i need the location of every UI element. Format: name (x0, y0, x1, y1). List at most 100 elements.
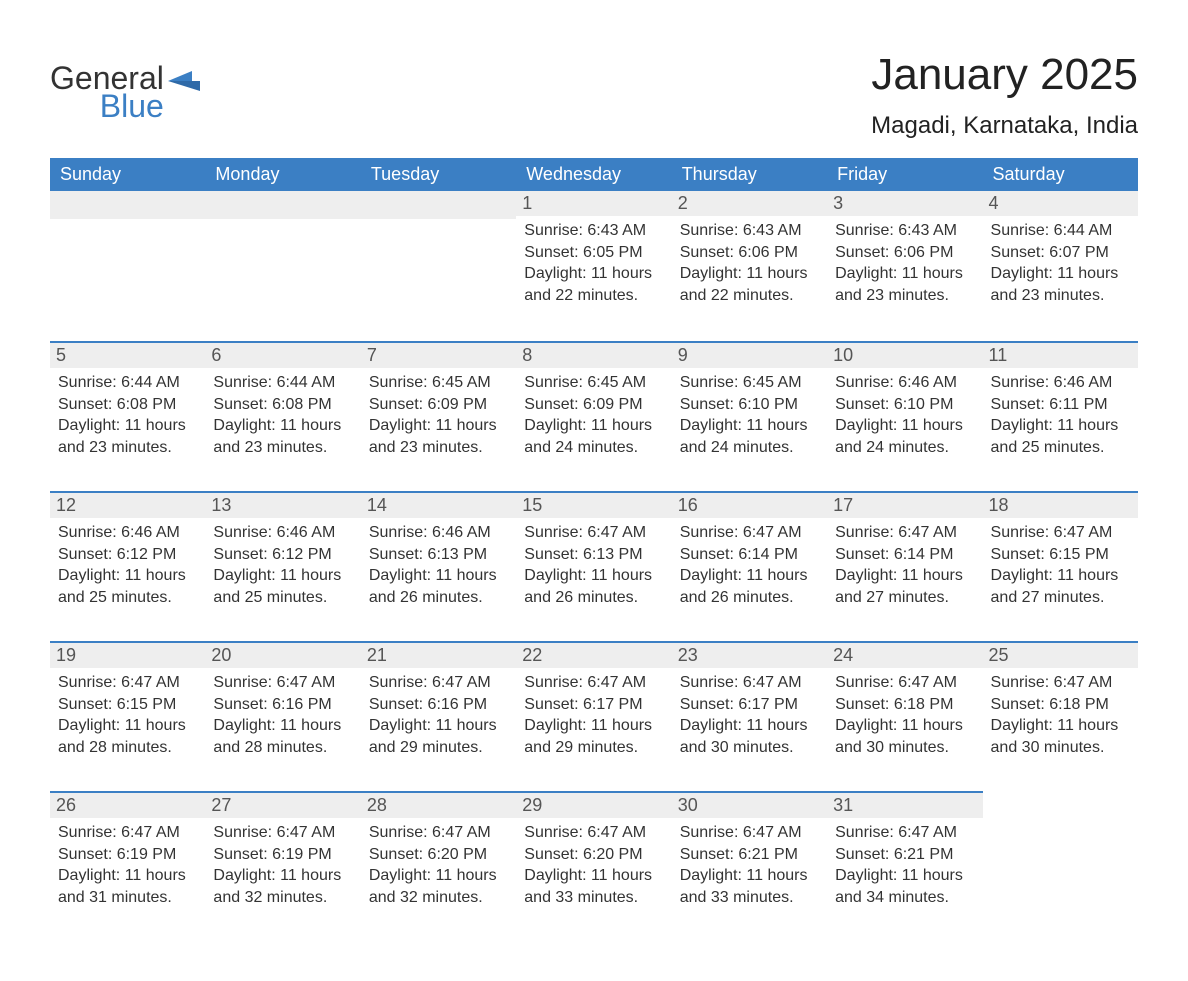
day-number: 9 (672, 341, 827, 368)
day-cell: 28 Sunrise: 6:47 AMSunset: 6:20 PMDayligh… (361, 791, 516, 920)
day-number: 28 (361, 791, 516, 818)
weekday-header: Saturday (983, 158, 1138, 191)
sunrise-text: Sunrise: 6:43 AM (524, 220, 663, 242)
day-info: Sunrise: 6:47 AMSunset: 6:13 PMDaylight:… (522, 522, 665, 608)
day-cell: 20 Sunrise: 6:47 AMSunset: 6:16 PMDayligh… (205, 641, 360, 770)
day-number: 25 (983, 641, 1138, 668)
daylight-text: Daylight: 11 hours and 33 minutes. (680, 865, 819, 908)
day-cell: 7Sunrise: 6:45 AMSunset: 6:09 PMDaylight… (361, 341, 516, 470)
day-info: Sunrise: 6:47 AMSunset: 6:21 PMDaylight:… (833, 822, 976, 908)
sunrise-text: Sunrise: 6:45 AM (680, 372, 819, 394)
day-cell: 5Sunrise: 6:44 AMSunset: 6:08 PMDaylight… (50, 341, 205, 470)
day-number: 20 (205, 641, 360, 668)
daylight-text: Daylight: 11 hours and 27 minutes. (835, 565, 974, 608)
day-number: 26 (50, 791, 205, 818)
location: Magadi, Karnataka, India (871, 112, 1138, 140)
sunrise-text: Sunrise: 6:47 AM (213, 822, 352, 844)
day-cell (50, 191, 205, 235)
page: General Blue January 2025 Magadi, Karnat… (0, 0, 1188, 981)
day-info: Sunrise: 6:45 AMSunset: 6:09 PMDaylight:… (522, 372, 665, 458)
sunrise-text: Sunrise: 6:47 AM (835, 522, 974, 544)
sunset-text: Sunset: 6:14 PM (835, 544, 974, 566)
day-number: 11 (983, 341, 1138, 368)
calendar-cell: 3Sunrise: 6:43 AMSunset: 6:06 PMDaylight… (827, 191, 982, 341)
sunset-text: Sunset: 6:17 PM (680, 694, 819, 716)
day-cell: 14Sunrise: 6:46 AMSunset: 6:13 PMDayligh… (361, 491, 516, 620)
daylight-text: Daylight: 11 hours and 22 minutes. (680, 263, 819, 306)
calendar-cell: 7Sunrise: 6:45 AMSunset: 6:09 PMDaylight… (361, 341, 516, 491)
title-block: January 2025 Magadi, Karnataka, India (871, 50, 1138, 140)
day-cell (205, 191, 360, 235)
month-title: January 2025 (871, 50, 1138, 100)
calendar-body: 1Sunrise: 6:43 AMSunset: 6:05 PMDaylight… (50, 191, 1138, 941)
day-info: Sunrise: 6:46 AMSunset: 6:13 PMDaylight:… (367, 522, 510, 608)
day-number: 1 (516, 191, 671, 216)
sunrise-text: Sunrise: 6:47 AM (524, 822, 663, 844)
sunset-text: Sunset: 6:21 PM (835, 844, 974, 866)
sunrise-text: Sunrise: 6:43 AM (835, 220, 974, 242)
day-number: 2 (672, 191, 827, 216)
sunrise-text: Sunrise: 6:45 AM (524, 372, 663, 394)
day-cell: 12Sunrise: 6:46 AMSunset: 6:12 PMDayligh… (50, 491, 205, 620)
day-info: Sunrise: 6:45 AMSunset: 6:10 PMDaylight:… (678, 372, 821, 458)
day-info: Sunrise: 6:47 AMSunset: 6:14 PMDaylight:… (678, 522, 821, 608)
daylight-text: Daylight: 11 hours and 25 minutes. (58, 565, 197, 608)
day-number: 8 (516, 341, 671, 368)
day-info: Sunrise: 6:47 AMSunset: 6:16 PMDaylight:… (211, 672, 354, 758)
sunset-text: Sunset: 6:14 PM (680, 544, 819, 566)
brand-logo: General Blue (50, 62, 204, 122)
day-cell: 18Sunrise: 6:47 AMSunset: 6:15 PMDayligh… (983, 491, 1138, 620)
day-info: Sunrise: 6:47 AMSunset: 6:15 PMDaylight:… (56, 672, 199, 758)
empty-day (361, 191, 516, 219)
sunrise-text: Sunrise: 6:46 AM (991, 372, 1130, 394)
day-info: Sunrise: 6:47 AMSunset: 6:20 PMDaylight:… (522, 822, 665, 908)
daylight-text: Daylight: 11 hours and 30 minutes. (835, 715, 974, 758)
day-cell: 10Sunrise: 6:46 AMSunset: 6:10 PMDayligh… (827, 341, 982, 470)
day-cell: 9 Sunrise: 6:45 AMSunset: 6:10 PMDaylight… (672, 341, 827, 470)
sunrise-text: Sunrise: 6:44 AM (991, 220, 1130, 242)
day-info: Sunrise: 6:47 AMSunset: 6:16 PMDaylight:… (367, 672, 510, 758)
day-info: Sunrise: 6:47 AMSunset: 6:21 PMDaylight:… (678, 822, 821, 908)
header: General Blue January 2025 Magadi, Karnat… (50, 50, 1138, 140)
sunset-text: Sunset: 6:13 PM (524, 544, 663, 566)
day-info: Sunrise: 6:43 AMSunset: 6:06 PMDaylight:… (833, 220, 976, 306)
calendar-cell: 15 Sunrise: 6:47 AMSunset: 6:13 PMDayligh… (516, 491, 671, 641)
sunset-text: Sunset: 6:12 PM (213, 544, 352, 566)
daylight-text: Daylight: 11 hours and 29 minutes. (369, 715, 508, 758)
day-cell: 11Sunrise: 6:46 AMSunset: 6:11 PMDayligh… (983, 341, 1138, 470)
daylight-text: Daylight: 11 hours and 24 minutes. (680, 415, 819, 458)
sunrise-text: Sunrise: 6:47 AM (369, 672, 508, 694)
daylight-text: Daylight: 11 hours and 34 minutes. (835, 865, 974, 908)
day-cell: 8 Sunrise: 6:45 AMSunset: 6:09 PMDaylight… (516, 341, 671, 470)
sunset-text: Sunset: 6:19 PM (58, 844, 197, 866)
sunset-text: Sunset: 6:07 PM (991, 242, 1130, 264)
day-number: 15 (516, 491, 671, 518)
day-info: Sunrise: 6:47 AMSunset: 6:18 PMDaylight:… (833, 672, 976, 758)
day-cell: 31Sunrise: 6:47 AMSunset: 6:21 PMDayligh… (827, 791, 982, 920)
sunrise-text: Sunrise: 6:47 AM (58, 672, 197, 694)
daylight-text: Daylight: 11 hours and 33 minutes. (524, 865, 663, 908)
day-number: 13 (205, 491, 360, 518)
calendar-cell: 13Sunrise: 6:46 AMSunset: 6:12 PMDayligh… (205, 491, 360, 641)
weekday-header: Monday (205, 158, 360, 191)
daylight-text: Daylight: 11 hours and 23 minutes. (369, 415, 508, 458)
calendar-cell (50, 191, 205, 341)
daylight-text: Daylight: 11 hours and 23 minutes. (213, 415, 352, 458)
sunset-text: Sunset: 6:11 PM (991, 394, 1130, 416)
calendar-cell (361, 191, 516, 341)
daylight-text: Daylight: 11 hours and 24 minutes. (524, 415, 663, 458)
day-cell: 21Sunrise: 6:47 AMSunset: 6:16 PMDayligh… (361, 641, 516, 770)
day-info: Sunrise: 6:47 AMSunset: 6:19 PMDaylight:… (56, 822, 199, 908)
day-info: Sunrise: 6:47 AMSunset: 6:20 PMDaylight:… (367, 822, 510, 908)
day-info: Sunrise: 6:45 AMSunset: 6:09 PMDaylight:… (367, 372, 510, 458)
calendar-cell: 30Sunrise: 6:47 AMSunset: 6:21 PMDayligh… (672, 791, 827, 941)
sunset-text: Sunset: 6:13 PM (369, 544, 508, 566)
calendar-cell: 8 Sunrise: 6:45 AMSunset: 6:09 PMDaylight… (516, 341, 671, 491)
day-cell: 1Sunrise: 6:43 AMSunset: 6:05 PMDaylight… (516, 191, 671, 318)
day-info: Sunrise: 6:47 AMSunset: 6:17 PMDaylight:… (522, 672, 665, 758)
calendar-cell: 14Sunrise: 6:46 AMSunset: 6:13 PMDayligh… (361, 491, 516, 641)
day-cell: 16Sunrise: 6:47 AMSunset: 6:14 PMDayligh… (672, 491, 827, 620)
sunrise-text: Sunrise: 6:43 AM (680, 220, 819, 242)
calendar-cell: 26 Sunrise: 6:47 AMSunset: 6:19 PMDayligh… (50, 791, 205, 941)
daylight-text: Daylight: 11 hours and 23 minutes. (58, 415, 197, 458)
